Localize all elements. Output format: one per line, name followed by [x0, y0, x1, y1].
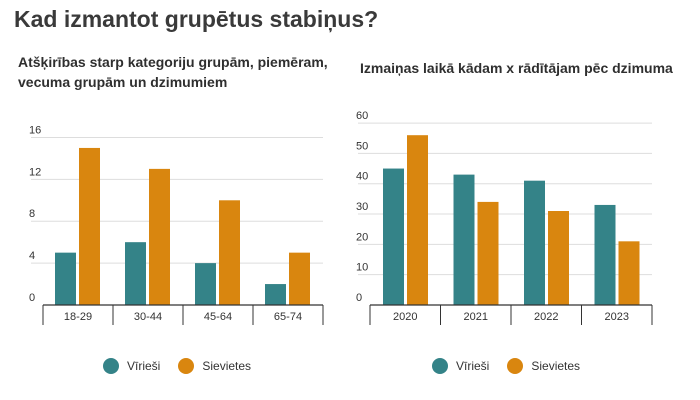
- right-bar-female-2023: [618, 241, 640, 305]
- right-bar-male-2022: [524, 180, 545, 305]
- right-bar-female-2022: [548, 211, 569, 305]
- left-bar-female-45-64: [219, 200, 240, 305]
- left-bar-female-30-44: [149, 168, 170, 305]
- female-swatch: [178, 358, 195, 374]
- left-y-tick-label: 4: [29, 250, 35, 262]
- right-y-tick-label: 20: [356, 231, 368, 243]
- left-y-tick-label: 16: [29, 124, 41, 136]
- legend-label-female: Sievietes: [531, 359, 581, 373]
- male-swatch: [432, 358, 448, 374]
- page-title: Kad izmantot grupētus stabiņus?: [14, 6, 379, 32]
- right-y-tick-label: 30: [356, 201, 368, 213]
- right-y-tick-label: 60: [356, 110, 368, 122]
- right-bar-female-2020: [407, 135, 428, 305]
- legend-label-female: Sievietes: [202, 359, 252, 373]
- right-chart-title: Izmaiņas laikā kādam x rādītājam pēc dzi…: [360, 60, 673, 76]
- right-bar-female-2021: [477, 201, 499, 305]
- left-chart-title: Atšķirības starp kategoriju grupām, piem…: [18, 54, 328, 90]
- left-bar-female-65-74: [289, 252, 310, 305]
- right-bar-male-2020: [383, 168, 404, 305]
- left-y-tick-label: 8: [29, 208, 35, 220]
- left-x-tick-label: 45-64: [204, 311, 232, 323]
- left-y-tick-label: 0: [29, 292, 35, 304]
- left-x-tick-label: 30-44: [134, 311, 162, 323]
- legend-label-male: Vīrieši: [127, 359, 161, 373]
- right-x-tick-label: 2021: [464, 311, 488, 323]
- left-x-tick-label: 18-29: [64, 311, 92, 323]
- female-swatch: [507, 358, 524, 374]
- legend-item-female: Sievietes: [178, 358, 251, 374]
- legend-item-female: Sievietes: [507, 358, 580, 374]
- legend-item-male: Vīrieši: [103, 358, 160, 374]
- right-y-tick-label: 50: [356, 140, 368, 152]
- left-bar-female-18-29: [79, 147, 100, 305]
- left-bar-male-65-74: [265, 284, 286, 305]
- right-bar-male-2023: [594, 204, 616, 305]
- right-x-tick-label: 2022: [534, 311, 558, 323]
- left-bar-male-30-44: [125, 242, 146, 305]
- right-y-tick-label: 40: [356, 171, 368, 183]
- left-bar-male-45-64: [195, 263, 216, 305]
- legend-label-male: Vīrieši: [456, 359, 490, 373]
- left-bar-male-18-29: [55, 252, 76, 305]
- male-swatch: [103, 358, 119, 374]
- right-x-tick-label: 2023: [605, 311, 629, 323]
- left-x-tick-label: 65-74: [274, 311, 302, 323]
- left-chart-legend: Vīrieši Sievietes: [103, 355, 251, 377]
- right-x-tick-label: 2020: [393, 311, 417, 323]
- left-y-tick-label: 12: [29, 166, 41, 178]
- right-bar-male-2021: [453, 174, 475, 305]
- right-y-tick-label: 10: [356, 262, 368, 274]
- right-chart-legend: Vīrieši Sievietes: [432, 355, 580, 377]
- right-y-tick-label: 0: [356, 292, 362, 304]
- legend-item-male: Vīrieši: [432, 358, 489, 374]
